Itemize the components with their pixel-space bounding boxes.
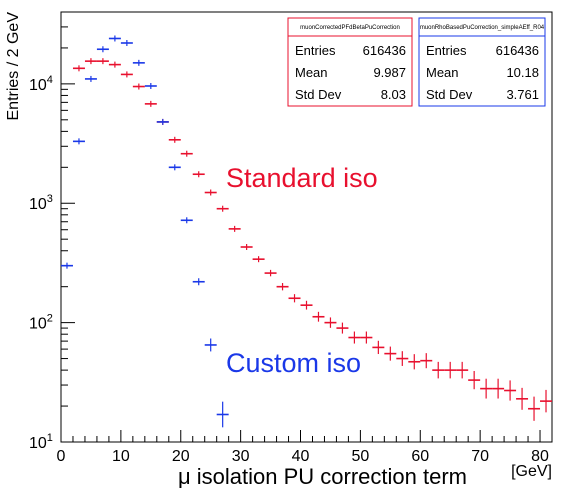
data-point	[204, 189, 217, 196]
y-tick-label: 104	[29, 74, 53, 94]
data-point	[216, 401, 229, 428]
y-tick-label: 102	[29, 313, 53, 333]
y-tick-label: 103	[29, 193, 53, 213]
x-tick-label: 30	[232, 448, 250, 465]
data-point	[420, 353, 433, 369]
data-markers	[61, 35, 552, 428]
data-point	[516, 387, 529, 410]
data-point	[336, 322, 349, 334]
data-point	[264, 269, 277, 277]
data-point	[180, 150, 193, 157]
data-point	[528, 396, 541, 421]
data-point	[168, 136, 181, 143]
x-tick-label: 40	[292, 448, 310, 465]
data-point	[348, 331, 361, 344]
data-point	[132, 59, 145, 66]
stats-row-stddev-label: Std Dev	[295, 87, 342, 102]
data-point	[540, 389, 552, 413]
stats-row-entries-label: Entries	[295, 43, 336, 58]
data-point	[96, 58, 109, 65]
standard-iso-annotation: Standard iso	[226, 163, 378, 193]
stats-row-mean-label: Mean	[426, 65, 459, 80]
data-point	[120, 39, 133, 46]
data-point	[61, 262, 73, 269]
data-point	[432, 361, 445, 379]
data-point	[408, 354, 421, 370]
data-point	[144, 82, 157, 89]
stats-box-frame	[287, 17, 413, 107]
y-tick-label: 101	[29, 432, 53, 452]
data-point	[96, 46, 109, 53]
stats-box-standard: muonCorrectedPFdBetaPuCorrection Entries…	[287, 17, 413, 107]
data-point	[204, 338, 217, 352]
data-point	[468, 370, 481, 390]
axis-ticks: 0 10 20 30 40 50 60 70 80 101 102 103 104	[29, 11, 553, 465]
data-point	[168, 164, 181, 171]
y-axis-title: Entries / 2 GeV	[5, 12, 22, 121]
x-tick-label: 20	[172, 448, 190, 465]
data-point	[288, 294, 301, 303]
data-point	[72, 138, 85, 145]
x-tick-label: 50	[351, 448, 369, 465]
stats-row-stddev-value: 8.03	[381, 87, 406, 102]
x-axis-unit: [GeV]	[511, 463, 552, 480]
standard-iso-series	[72, 58, 552, 421]
x-tick-label: 10	[112, 448, 130, 465]
x-tick-label: 80	[531, 448, 549, 465]
data-point	[240, 244, 253, 251]
data-point	[108, 35, 121, 42]
x-tick-label: 60	[411, 448, 429, 465]
data-point	[156, 118, 169, 125]
stats-row-mean-label: Mean	[295, 65, 328, 80]
stats-row-entries-value: 616436	[363, 43, 406, 58]
data-point	[504, 380, 517, 401]
data-point	[144, 100, 157, 107]
stats-row-entries-label: Entries	[426, 43, 467, 58]
stats-row-stddev-label: Std Dev	[426, 87, 473, 102]
data-point	[480, 378, 493, 399]
data-point	[84, 75, 97, 82]
data-point	[120, 71, 133, 78]
stats-box-frame	[418, 17, 546, 107]
plot-frame	[60, 11, 553, 443]
data-point	[384, 346, 397, 361]
data-point	[324, 317, 337, 328]
data-point	[456, 361, 469, 379]
custom-iso-series	[61, 35, 229, 428]
x-tick-label: 0	[57, 448, 66, 465]
stats-row-entries-value: 616436	[496, 43, 539, 58]
custom-iso-annotation: Custom iso	[226, 348, 361, 378]
data-point	[360, 331, 373, 344]
data-point	[84, 58, 97, 65]
data-point	[276, 283, 289, 291]
data-point	[492, 378, 505, 399]
stats-box-title: muonCorrectedPFdBetaPuCorrection	[300, 25, 400, 31]
data-point	[192, 278, 205, 286]
data-point	[216, 205, 229, 212]
data-point	[252, 256, 265, 263]
stats-row-stddev-value: 3.761	[506, 87, 539, 102]
data-point	[444, 361, 457, 379]
stats-box-custom: muonRhoBasedPuCorrection_simpleAEff_R04 …	[418, 17, 546, 107]
data-point	[372, 340, 385, 355]
data-point	[180, 217, 193, 224]
data-point	[312, 311, 325, 322]
data-point	[72, 65, 85, 72]
stats-box-title: muonRhoBasedPuCorrection_simpleAEff_R04	[420, 25, 545, 31]
stats-row-mean-value: 10.18	[506, 65, 539, 80]
data-point	[300, 300, 313, 310]
x-tick-label: 70	[471, 448, 489, 465]
data-point	[108, 61, 121, 68]
stats-row-mean-value: 9.987	[373, 65, 406, 80]
data-point	[132, 83, 145, 90]
data-point	[192, 171, 205, 178]
x-axis-title: μ isolation PU correction term	[178, 464, 467, 489]
data-point	[228, 225, 241, 232]
data-point	[396, 351, 409, 366]
